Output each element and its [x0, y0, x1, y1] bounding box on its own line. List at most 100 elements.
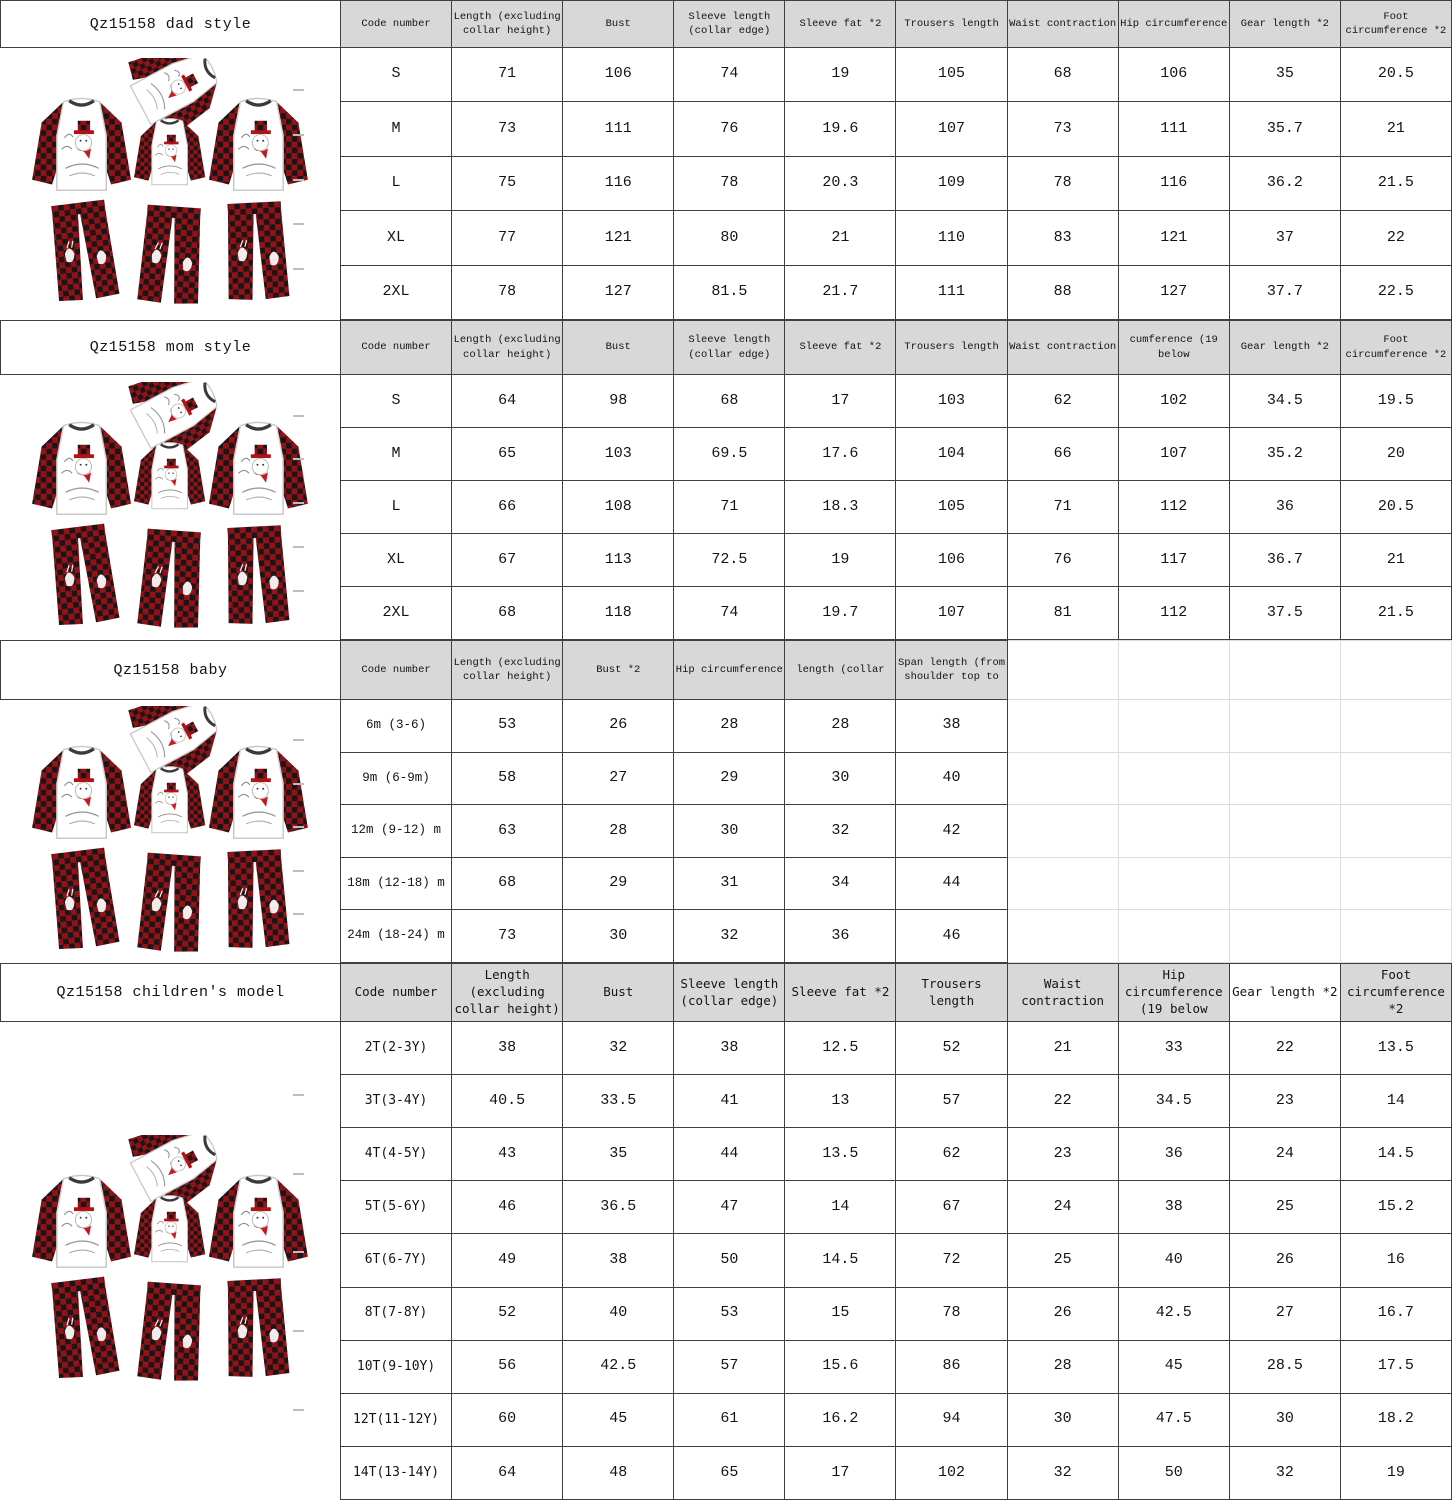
- empty-cell: [1229, 700, 1341, 753]
- header-cell: Gear length *2: [1229, 320, 1341, 375]
- dash-marker: [293, 826, 304, 829]
- data-cell: 40: [896, 752, 1008, 806]
- header-cell: Trousers length: [896, 320, 1008, 375]
- data-cell: 86: [896, 1340, 1008, 1394]
- dash-marker: [293, 782, 304, 785]
- row-label: 18m (12-18) m: [341, 857, 453, 911]
- data-cell: 78: [674, 156, 786, 212]
- dash-marker: [293, 458, 304, 461]
- header-cell: Sleeve fat *2: [785, 320, 897, 375]
- data-cell: 40: [563, 1287, 675, 1341]
- data-cell: 72: [896, 1234, 1008, 1288]
- data-cell: 22: [1007, 1075, 1119, 1129]
- data-cell: 22: [1229, 1022, 1341, 1076]
- row-label: 3T(3-4Y): [341, 1075, 453, 1129]
- data-cell: 26: [1229, 1234, 1341, 1288]
- data-cell: 32: [674, 910, 786, 963]
- data-cell: 104: [896, 428, 1008, 481]
- data-cell: 38: [452, 1022, 564, 1076]
- section-left-pane: Qz15158 baby: [0, 640, 340, 963]
- data-cell: 105: [896, 48, 1008, 103]
- data-cell: 21.5: [1340, 587, 1452, 640]
- row-label: S: [341, 48, 453, 103]
- dash-marker: [293, 502, 304, 505]
- data-cell: 75: [452, 156, 564, 212]
- empty-cell: [1007, 805, 1119, 858]
- data-cell: 38: [563, 1234, 675, 1288]
- data-cell: 53: [452, 700, 564, 753]
- data-cell: 73: [452, 102, 564, 157]
- data-cell: 78: [452, 265, 564, 320]
- data-cell: 78: [896, 1287, 1008, 1341]
- data-cell: 62: [1007, 375, 1119, 428]
- data-cell: 107: [896, 102, 1008, 157]
- data-cell: 14.5: [1340, 1128, 1452, 1182]
- data-cell: 107: [896, 587, 1008, 640]
- row-label: 6T(6-7Y): [341, 1234, 453, 1288]
- dash-marker: [293, 1172, 304, 1175]
- data-cell: 38: [674, 1022, 786, 1076]
- empty-cell: [1340, 910, 1452, 963]
- size-section-3: Qz15158 children's model Code number Lengt…: [0, 963, 1452, 1500]
- data-cell: 33.5: [563, 1075, 675, 1129]
- data-cell: 106: [1118, 48, 1230, 103]
- data-cell: 19.6: [785, 102, 897, 157]
- dash-marker: [293, 268, 304, 271]
- empty-cell: [1118, 752, 1230, 806]
- data-cell: 76: [674, 102, 786, 157]
- header-cell: Foot circumference *2: [1340, 963, 1452, 1022]
- header-cell: Waist contraction: [1007, 963, 1119, 1022]
- dash-marker: [293, 739, 304, 742]
- empty-cell: [1340, 857, 1452, 911]
- data-cell: 102: [896, 1446, 1008, 1500]
- empty-cell: [1118, 700, 1230, 753]
- data-cell: 24: [1229, 1128, 1341, 1182]
- data-cell: 17: [785, 375, 897, 428]
- header-cell: Foot circumference *2: [1340, 0, 1452, 48]
- section-title: Qz15158 dad style: [0, 0, 340, 48]
- data-cell: 98: [563, 375, 675, 428]
- data-cell: 12.5: [785, 1022, 897, 1076]
- row-label: XL: [341, 211, 453, 266]
- data-cell: 106: [563, 48, 675, 103]
- data-cell: 13: [785, 1075, 897, 1129]
- data-cell: 68: [452, 857, 564, 911]
- empty-cell: [1118, 640, 1230, 700]
- data-cell: 111: [1118, 102, 1230, 157]
- data-cell: 74: [674, 587, 786, 640]
- dash-marker: [293, 133, 304, 136]
- row-label: XL: [341, 534, 453, 587]
- header-cell: Trousers length: [896, 0, 1008, 48]
- data-cell: 21: [1007, 1022, 1119, 1076]
- header-cell: Sleeve fat *2: [785, 0, 897, 48]
- header-cell: Code number: [341, 0, 453, 48]
- data-cell: 57: [896, 1075, 1008, 1129]
- empty-cell: [1007, 857, 1119, 911]
- data-cell: 30: [1229, 1393, 1341, 1447]
- dash-marker: [293, 589, 304, 592]
- data-cell: 80: [674, 211, 786, 266]
- section-left-pane: Qz15158 dad style: [0, 0, 340, 320]
- header-cell: Length (excluding collar height): [452, 963, 564, 1022]
- data-cell: 37.7: [1229, 265, 1341, 320]
- product-photo: [0, 700, 340, 963]
- row-label: 6m (3-6): [341, 700, 453, 753]
- data-cell: 19: [1340, 1446, 1452, 1500]
- data-cell: 113: [563, 534, 675, 587]
- data-cell: 19: [785, 534, 897, 587]
- data-cell: 71: [674, 481, 786, 534]
- section-left-pane: Qz15158 children's model: [0, 963, 340, 1500]
- data-cell: 14: [1340, 1075, 1452, 1129]
- data-cell: 94: [896, 1393, 1008, 1447]
- header-cell: Sleeve fat *2: [785, 963, 897, 1022]
- data-cell: 34.5: [1229, 375, 1341, 428]
- data-cell: 106: [896, 534, 1008, 587]
- data-cell: 17: [785, 1446, 897, 1500]
- data-cell: 35: [1229, 48, 1341, 103]
- data-cell: 20: [1340, 428, 1452, 481]
- data-cell: 117: [1118, 534, 1230, 587]
- size-table: Code number Length (excluding collar heig…: [340, 0, 1452, 320]
- data-cell: 30: [785, 752, 897, 806]
- data-cell: 116: [563, 156, 675, 212]
- data-cell: 60: [452, 1393, 564, 1447]
